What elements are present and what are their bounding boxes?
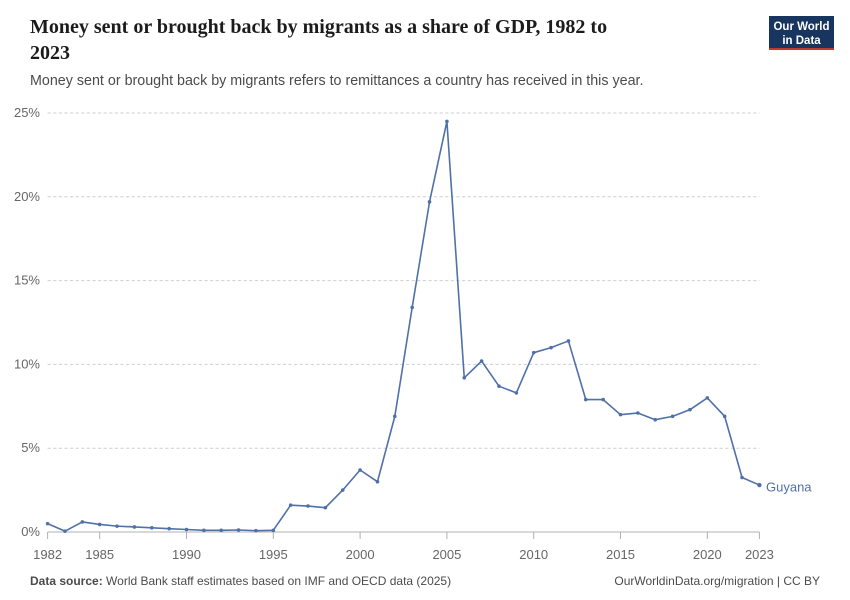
- svg-text:1982: 1982: [33, 547, 62, 562]
- svg-text:2020: 2020: [693, 547, 722, 562]
- svg-text:2010: 2010: [519, 547, 548, 562]
- svg-text:2000: 2000: [346, 547, 375, 562]
- svg-text:Guyana: Guyana: [766, 479, 812, 494]
- svg-text:25%: 25%: [14, 105, 40, 120]
- svg-text:2023: 2023: [745, 547, 774, 562]
- svg-text:15%: 15%: [14, 273, 40, 288]
- svg-text:1990: 1990: [172, 547, 201, 562]
- svg-text:5%: 5%: [21, 440, 40, 455]
- svg-text:1985: 1985: [85, 547, 114, 562]
- svg-text:10%: 10%: [14, 356, 40, 371]
- svg-text:2015: 2015: [606, 547, 635, 562]
- svg-text:20%: 20%: [14, 189, 40, 204]
- svg-text:2005: 2005: [432, 547, 461, 562]
- svg-text:1995: 1995: [259, 547, 288, 562]
- svg-text:0%: 0%: [21, 524, 40, 539]
